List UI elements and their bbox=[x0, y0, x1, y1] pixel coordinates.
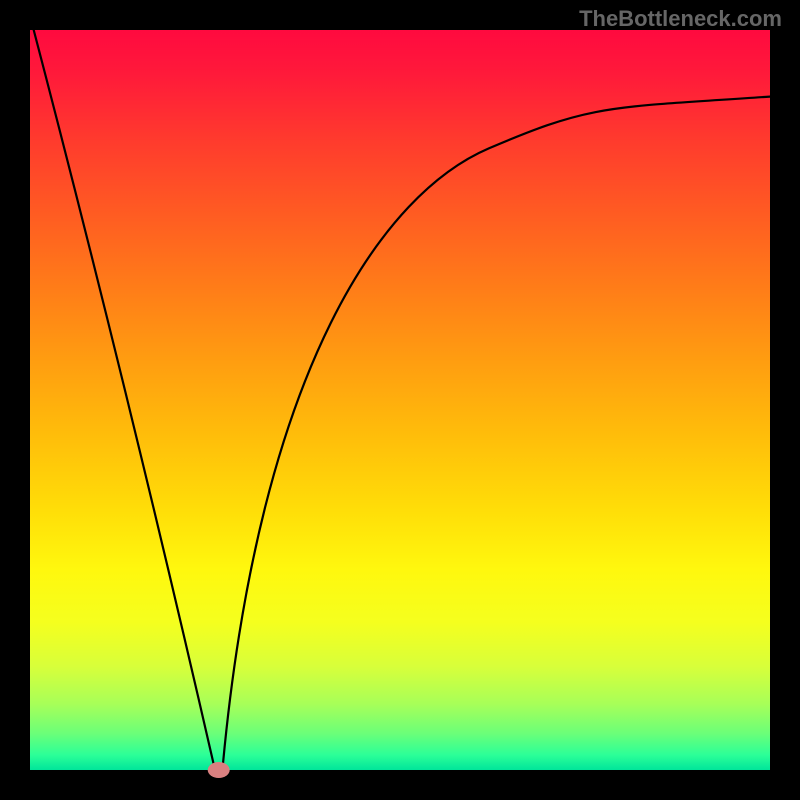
bottleneck-curve bbox=[0, 0, 800, 800]
minimum-marker bbox=[208, 762, 230, 778]
